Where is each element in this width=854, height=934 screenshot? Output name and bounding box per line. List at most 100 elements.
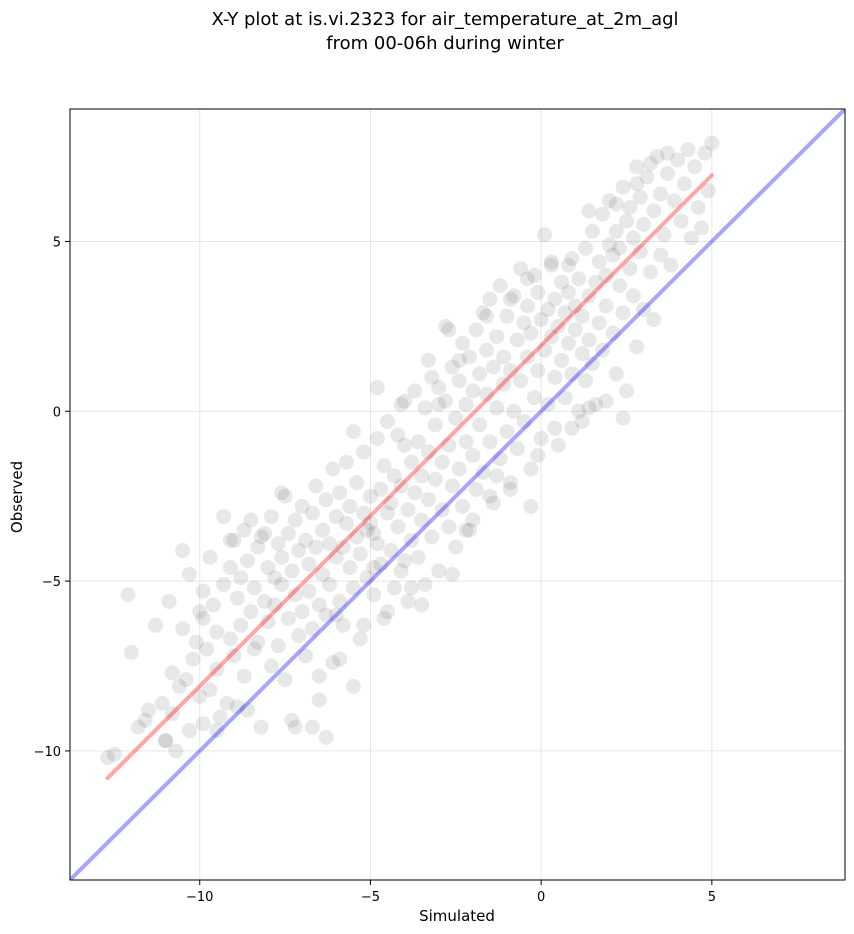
- data-point: [581, 400, 597, 416]
- data-point: [632, 189, 648, 205]
- data-point: [581, 332, 597, 348]
- data-point: [482, 488, 498, 504]
- data-point: [216, 577, 232, 593]
- data-point: [250, 539, 266, 555]
- data-point: [485, 495, 501, 511]
- data-point: [318, 729, 334, 745]
- data-point: [591, 254, 607, 270]
- data-point: [482, 434, 498, 450]
- data-point: [192, 604, 208, 620]
- data-point: [373, 556, 389, 572]
- data-point: [639, 169, 655, 185]
- data-point: [663, 257, 679, 273]
- data-point: [212, 709, 228, 725]
- data-point: [277, 488, 293, 504]
- chart-title-line-1: X-Y plot at is.vi.2323 for air_temperatu…: [211, 9, 678, 30]
- data-point: [574, 413, 590, 429]
- data-point: [444, 566, 460, 582]
- data-point: [291, 543, 307, 559]
- data-point: [366, 560, 382, 576]
- data-point: [332, 485, 348, 501]
- data-point: [380, 604, 396, 620]
- data-point: [564, 250, 580, 266]
- data-point: [622, 261, 638, 277]
- data-point: [492, 278, 508, 294]
- data-point: [195, 716, 211, 732]
- data-point: [690, 199, 706, 215]
- data-point: [233, 570, 249, 586]
- data-point: [472, 366, 488, 382]
- data-point: [281, 610, 297, 626]
- data-point: [526, 267, 542, 283]
- y-tick-label: −10: [34, 745, 61, 760]
- data-point: [653, 186, 669, 202]
- data-point: [595, 342, 611, 358]
- data-point: [571, 271, 587, 287]
- data-point: [168, 743, 184, 759]
- data-point: [403, 532, 419, 548]
- data-point: [424, 369, 440, 385]
- axis-ticks: −10 −5 0 5 −10 −5 0 5: [34, 235, 716, 905]
- data-point: [352, 546, 368, 562]
- data-point: [304, 719, 320, 735]
- data-point: [222, 631, 238, 647]
- data-point: [100, 750, 116, 766]
- data-point: [451, 461, 467, 477]
- data-point: [468, 481, 484, 497]
- data-point: [311, 597, 327, 613]
- data-point: [509, 332, 525, 348]
- data-point: [321, 577, 337, 593]
- data-point: [192, 689, 208, 705]
- data-point: [571, 403, 587, 419]
- data-point: [506, 403, 522, 419]
- data-point: [632, 244, 648, 260]
- data-point: [502, 475, 518, 491]
- data-point: [373, 481, 389, 497]
- data-point: [400, 502, 416, 518]
- data-point: [260, 560, 276, 576]
- data-point: [499, 424, 515, 440]
- data-point: [339, 454, 355, 470]
- data-point: [427, 471, 443, 487]
- data-point: [458, 434, 474, 450]
- data-point: [427, 417, 443, 433]
- y-tick-label: 0: [53, 405, 61, 420]
- data-point: [533, 312, 549, 328]
- y-axis-label: Observed: [8, 461, 26, 533]
- data-point: [475, 305, 491, 321]
- data-point: [294, 498, 310, 514]
- data-point: [154, 695, 170, 711]
- data-point: [222, 560, 238, 576]
- regression-line: [105, 173, 714, 781]
- data-point: [601, 193, 617, 209]
- data-point: [687, 159, 703, 175]
- data-point: [431, 563, 447, 579]
- data-point: [417, 577, 433, 593]
- data-point: [543, 329, 559, 345]
- data-point: [448, 539, 464, 555]
- data-point: [496, 349, 512, 365]
- data-point: [414, 468, 430, 484]
- data-point: [270, 638, 286, 654]
- data-point: [250, 634, 266, 650]
- data-point: [366, 587, 382, 603]
- data-point: [407, 383, 423, 399]
- data-point: [356, 617, 372, 633]
- data-point: [287, 719, 303, 735]
- data-point: [530, 363, 546, 379]
- data-point: [263, 658, 279, 674]
- data-point: [636, 301, 652, 317]
- data-point: [666, 193, 682, 209]
- data-point: [472, 417, 488, 433]
- data-point: [502, 481, 518, 497]
- data-point: [318, 607, 334, 623]
- data-point: [253, 529, 269, 545]
- data-point: [591, 315, 607, 331]
- data-point: [376, 610, 392, 626]
- data-point: [240, 553, 256, 569]
- data-point: [519, 271, 535, 287]
- data-point: [158, 733, 174, 749]
- data-point: [328, 549, 344, 565]
- data-point: [547, 291, 563, 307]
